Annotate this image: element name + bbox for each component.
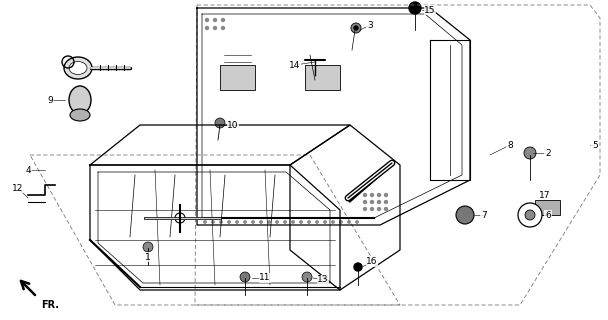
- Text: 2: 2: [545, 148, 551, 157]
- Circle shape: [213, 27, 216, 29]
- Text: 13: 13: [317, 276, 329, 284]
- Circle shape: [204, 221, 206, 223]
- Text: 12: 12: [12, 183, 24, 193]
- Circle shape: [354, 263, 362, 271]
- Circle shape: [175, 213, 185, 223]
- Circle shape: [260, 221, 262, 223]
- Circle shape: [206, 27, 209, 29]
- Circle shape: [348, 221, 350, 223]
- Circle shape: [276, 221, 278, 223]
- Circle shape: [240, 272, 250, 282]
- Circle shape: [525, 210, 535, 220]
- Circle shape: [364, 194, 367, 196]
- Circle shape: [212, 221, 214, 223]
- Circle shape: [370, 207, 373, 211]
- Circle shape: [364, 207, 367, 211]
- Circle shape: [252, 221, 254, 223]
- Text: 4: 4: [25, 165, 31, 174]
- Circle shape: [351, 23, 361, 33]
- Text: 14: 14: [289, 60, 301, 69]
- Circle shape: [308, 221, 310, 223]
- Circle shape: [221, 19, 224, 21]
- Text: 3: 3: [367, 20, 373, 29]
- Text: 15: 15: [424, 5, 436, 14]
- Text: 8: 8: [507, 140, 513, 149]
- Text: 9: 9: [47, 95, 53, 105]
- Text: 7: 7: [481, 211, 487, 220]
- Circle shape: [284, 221, 286, 223]
- Circle shape: [378, 207, 381, 211]
- Bar: [220, 65, 255, 90]
- Text: 16: 16: [366, 258, 378, 267]
- Bar: [535, 200, 560, 215]
- Text: 11: 11: [259, 274, 271, 283]
- Circle shape: [324, 221, 326, 223]
- Circle shape: [354, 26, 358, 30]
- Bar: [305, 65, 340, 90]
- Circle shape: [316, 221, 318, 223]
- Ellipse shape: [70, 109, 90, 121]
- Text: 17: 17: [539, 190, 551, 199]
- Circle shape: [244, 221, 246, 223]
- Circle shape: [384, 201, 387, 204]
- Circle shape: [206, 19, 209, 21]
- Circle shape: [213, 19, 216, 21]
- Circle shape: [268, 221, 270, 223]
- Circle shape: [143, 242, 153, 252]
- Circle shape: [221, 27, 224, 29]
- Circle shape: [370, 201, 373, 204]
- Circle shape: [409, 2, 421, 14]
- Circle shape: [456, 206, 474, 224]
- Ellipse shape: [69, 61, 87, 75]
- Circle shape: [302, 272, 312, 282]
- Text: 6: 6: [545, 211, 551, 220]
- Text: FR.: FR.: [41, 300, 59, 310]
- Circle shape: [220, 221, 222, 223]
- Circle shape: [292, 221, 294, 223]
- Circle shape: [518, 203, 542, 227]
- Ellipse shape: [69, 86, 91, 114]
- Circle shape: [370, 194, 373, 196]
- Circle shape: [332, 221, 334, 223]
- Text: 10: 10: [227, 121, 239, 130]
- Circle shape: [384, 207, 387, 211]
- Circle shape: [524, 147, 536, 159]
- Text: 1: 1: [145, 252, 151, 261]
- Circle shape: [340, 221, 342, 223]
- Circle shape: [378, 201, 381, 204]
- Circle shape: [356, 221, 358, 223]
- Circle shape: [228, 221, 230, 223]
- Circle shape: [378, 194, 381, 196]
- Ellipse shape: [64, 57, 92, 79]
- Circle shape: [384, 194, 387, 196]
- Text: 5: 5: [592, 140, 598, 149]
- Circle shape: [364, 201, 367, 204]
- Circle shape: [300, 221, 302, 223]
- Circle shape: [215, 118, 225, 128]
- Circle shape: [236, 221, 238, 223]
